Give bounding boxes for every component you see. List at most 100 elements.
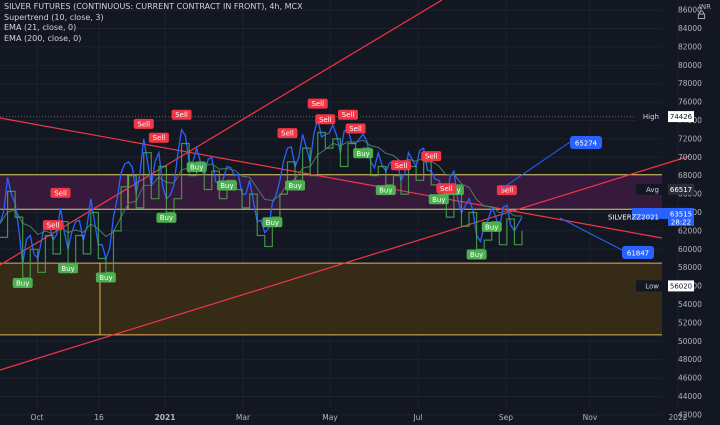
y-tick-label: 82000: [678, 42, 702, 51]
buy-signal-box: [375, 185, 396, 196]
buy-signal: Buy: [186, 162, 207, 173]
sell-signal: Sell: [133, 118, 154, 129]
sell-signal: Sell: [277, 128, 298, 139]
signal-label: Sell: [175, 111, 188, 119]
y-tick-label: 60000: [678, 245, 702, 254]
sell-signal-box: [315, 114, 336, 125]
y-tick-label: 70000: [678, 153, 702, 162]
sell-signal: Sell: [390, 160, 411, 171]
x-tick-label: 16: [94, 413, 104, 422]
sell-signal: Sell: [171, 109, 192, 120]
callout-box: [622, 246, 654, 259]
sell-signal-box: [496, 185, 517, 196]
price-label-value: 56020: [670, 282, 692, 290]
price-label: Avg 66517: [636, 183, 694, 195]
signal-label: Buy: [379, 187, 392, 195]
signal-label: Buy: [99, 274, 112, 282]
x-tick-label: Nov: [583, 413, 598, 422]
signal-label: Buy: [190, 164, 203, 172]
sell-signal: Sell: [345, 123, 366, 134]
sell-signal: Sell: [307, 98, 328, 109]
sell-signal-box: [133, 118, 154, 129]
buy-signal: Buy: [95, 272, 116, 283]
time-axis[interactable]: Oct 16 2021 Mar May Jul Sep Nov 2022: [31, 413, 688, 422]
price-label-name: Avg: [646, 186, 659, 194]
signal-label: Sell: [319, 116, 332, 124]
signal-label: Buy: [432, 196, 445, 204]
signal-label: Sell: [440, 185, 453, 193]
price-label-value-box: [668, 183, 694, 195]
bar-countdown: 28:22: [671, 218, 691, 226]
price-label: High 74426: [636, 111, 694, 123]
signal-label: Sell: [54, 189, 67, 197]
buy-signal: Buy: [285, 180, 306, 191]
signal-label: Sell: [281, 130, 294, 138]
sell-signal: Sell: [436, 183, 457, 194]
callout-value: 61847: [627, 250, 649, 258]
trend-line-up-support: [0, 155, 691, 371]
price-label-name: SILVERZZ2021: [608, 213, 659, 221]
y-tick-label: 80000: [678, 61, 702, 70]
buy-signal-box: [156, 212, 177, 223]
signal-label: Buy: [485, 223, 498, 231]
sell-signal-box: [148, 132, 169, 143]
indicator-ema-21[interactable]: EMA (21, close, 0): [4, 23, 77, 32]
price-label-value: 74426: [670, 113, 693, 121]
buy-signal-box: [12, 278, 33, 289]
y-tick-label: 58000: [678, 263, 702, 272]
indicator-ema-200[interactable]: EMA (200, close, 0): [4, 33, 82, 43]
x-tick-label: May: [322, 413, 338, 422]
price-label-name-box: [636, 183, 662, 195]
buy-signal-box: [58, 263, 79, 274]
y-tick-label: 50000: [678, 337, 702, 346]
sell-signal-box: [307, 98, 328, 109]
lock-icon[interactable]: [697, 10, 706, 19]
symbol-title[interactable]: SILVER FUTURES (CONTINUOUS: CURRENT CONT…: [4, 2, 303, 11]
price-axis[interactable]: 4200044000460004800050000520005400056000…: [678, 6, 702, 420]
trend-lines[interactable]: [0, 0, 691, 371]
signal-label: Buy: [470, 251, 483, 259]
signal-label: Sell: [501, 187, 514, 195]
sell-signal: Sell: [42, 220, 63, 231]
x-tick-label: 2022: [668, 413, 687, 422]
sell-signal: Sell: [338, 109, 358, 120]
callout-line: [499, 141, 571, 191]
buy-signal: Buy: [12, 278, 33, 289]
y-tick-label: 84000: [678, 24, 702, 33]
sell-signal-box: [50, 187, 71, 198]
y-tick-label: 52000: [678, 318, 702, 327]
sell-signal-box: [345, 123, 366, 134]
y-tick-label: 68000: [678, 171, 702, 180]
sell-signal-box: [338, 109, 358, 120]
callout-value: 65274: [575, 140, 598, 148]
price-label-name: Low: [645, 282, 659, 290]
y-tick-label: 46000: [678, 374, 702, 383]
buy-signal: Buy: [466, 249, 487, 260]
buy-signal-box: [353, 148, 374, 159]
price-label-name-box: [632, 207, 688, 219]
x-tick-label: Mar: [236, 413, 251, 422]
signal-label: Sell: [311, 100, 324, 108]
signal-label: Sell: [342, 111, 355, 119]
indicator-supertrend[interactable]: Supertrend (10, close, 3): [4, 12, 104, 22]
price-label-value: 66517: [670, 186, 692, 194]
price-line: [0, 118, 523, 265]
sell-signal-box: [390, 160, 411, 171]
price-annotations[interactable]: 65274 61847: [499, 136, 654, 259]
y-tick-label: 76000: [678, 98, 702, 107]
price-label: Low 56020: [636, 280, 694, 292]
currency-label[interactable]: INR: [698, 3, 711, 11]
signal-label: Sell: [425, 153, 438, 161]
chart-legend: SILVER FUTURES (CONTINUOUS: CURRENT CONT…: [4, 2, 303, 44]
price-label-name-box: [636, 111, 662, 123]
buy-signal: Buy: [216, 180, 237, 191]
sell-signal-box: [42, 220, 63, 231]
sell-signal: Sell: [50, 187, 71, 198]
x-tick-label: 2021: [155, 413, 176, 422]
sell-signal: Sell: [148, 132, 169, 143]
sell-signal: Sell: [421, 151, 442, 162]
signal-label: Buy: [61, 265, 74, 273]
